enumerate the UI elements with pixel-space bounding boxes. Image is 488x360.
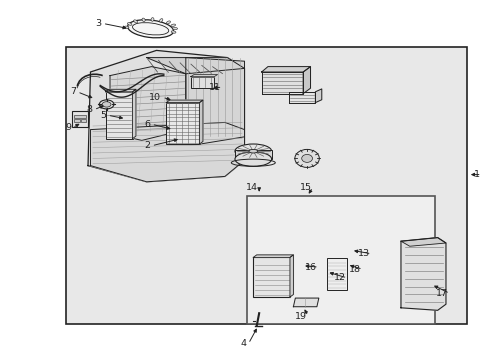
Bar (235, 150, 271, 159)
Polygon shape (261, 72, 303, 94)
Bar (105, 92, 132, 139)
Bar (74, 115, 86, 118)
Polygon shape (293, 298, 318, 307)
Text: 13: 13 (357, 249, 369, 258)
Text: 17: 17 (435, 289, 447, 298)
Ellipse shape (127, 20, 173, 38)
Polygon shape (146, 58, 244, 74)
Polygon shape (105, 89, 136, 92)
Text: 5: 5 (100, 111, 106, 120)
Polygon shape (288, 92, 315, 103)
Bar (326, 258, 346, 290)
Polygon shape (110, 67, 185, 140)
Text: 7: 7 (70, 87, 76, 96)
Ellipse shape (172, 27, 177, 30)
Polygon shape (190, 75, 217, 77)
Text: 14: 14 (245, 183, 257, 192)
Polygon shape (315, 89, 321, 103)
Polygon shape (253, 255, 293, 257)
Bar (246, 196, 434, 324)
Ellipse shape (248, 149, 257, 153)
Bar (253, 257, 289, 297)
Ellipse shape (235, 152, 271, 166)
Ellipse shape (294, 149, 319, 167)
Text: 9: 9 (65, 123, 71, 132)
Text: 18: 18 (348, 265, 361, 274)
Ellipse shape (99, 100, 114, 109)
Ellipse shape (142, 18, 145, 22)
Ellipse shape (159, 19, 163, 22)
Bar (72, 111, 88, 127)
Ellipse shape (171, 31, 176, 33)
Polygon shape (132, 89, 136, 139)
Text: 2: 2 (144, 141, 150, 150)
Ellipse shape (301, 154, 312, 162)
Polygon shape (400, 238, 445, 246)
Polygon shape (400, 238, 445, 310)
Polygon shape (185, 58, 244, 144)
Text: 16: 16 (305, 263, 317, 271)
Text: 19: 19 (294, 311, 306, 320)
Ellipse shape (166, 21, 170, 24)
Text: 4: 4 (241, 339, 246, 348)
Text: 12: 12 (333, 274, 345, 282)
Polygon shape (90, 122, 244, 182)
Polygon shape (166, 100, 203, 103)
Bar (166, 103, 199, 144)
Ellipse shape (102, 102, 111, 107)
Ellipse shape (127, 23, 132, 25)
Ellipse shape (151, 18, 154, 21)
Text: 15: 15 (299, 183, 311, 192)
Bar (190, 77, 214, 88)
Ellipse shape (235, 144, 271, 158)
Ellipse shape (133, 20, 137, 23)
Text: 3: 3 (95, 19, 101, 28)
Bar (66, 47, 466, 324)
Text: 10: 10 (148, 93, 161, 102)
Polygon shape (261, 67, 310, 72)
Text: 8: 8 (86, 105, 92, 114)
Text: 11: 11 (208, 83, 221, 91)
Polygon shape (88, 50, 244, 182)
Polygon shape (289, 255, 293, 297)
Bar (81, 119, 86, 122)
Polygon shape (303, 67, 310, 94)
Bar (74, 119, 80, 122)
Ellipse shape (124, 26, 129, 28)
Text: 6: 6 (144, 120, 150, 129)
Polygon shape (199, 100, 203, 144)
Ellipse shape (171, 24, 175, 27)
Text: 1: 1 (473, 170, 479, 179)
